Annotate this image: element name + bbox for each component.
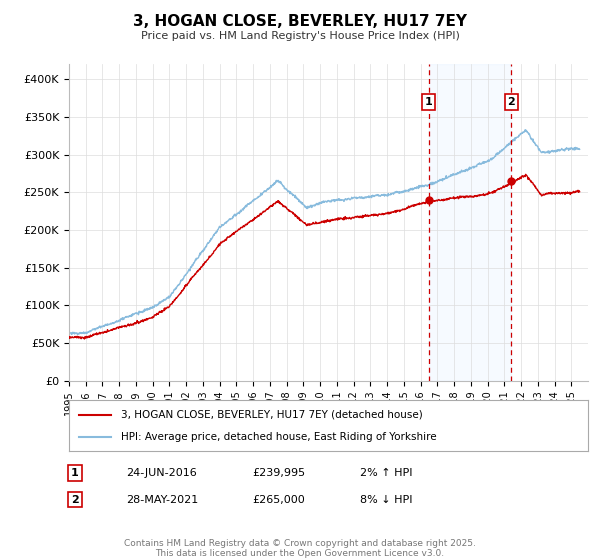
Text: 24-JUN-2016: 24-JUN-2016: [126, 468, 197, 478]
Text: 28-MAY-2021: 28-MAY-2021: [126, 494, 198, 505]
Bar: [428, 64, 511, 381]
Text: Price paid vs. HM Land Registry's House Price Index (HPI): Price paid vs. HM Land Registry's House …: [140, 31, 460, 41]
Text: HPI: Average price, detached house, East Riding of Yorkshire: HPI: Average price, detached house, East…: [121, 432, 437, 442]
Text: 1: 1: [71, 468, 79, 478]
Text: £239,995: £239,995: [252, 468, 305, 478]
Text: 3, HOGAN CLOSE, BEVERLEY, HU17 7EY (detached house): 3, HOGAN CLOSE, BEVERLEY, HU17 7EY (deta…: [121, 409, 422, 419]
Text: 2: 2: [71, 494, 79, 505]
Text: 8% ↓ HPI: 8% ↓ HPI: [360, 494, 413, 505]
Text: 3, HOGAN CLOSE, BEVERLEY, HU17 7EY: 3, HOGAN CLOSE, BEVERLEY, HU17 7EY: [133, 14, 467, 29]
Text: 1: 1: [425, 97, 433, 107]
Text: Contains HM Land Registry data © Crown copyright and database right 2025.
This d: Contains HM Land Registry data © Crown c…: [124, 539, 476, 558]
Text: £265,000: £265,000: [252, 494, 305, 505]
Text: 2: 2: [507, 97, 515, 107]
Text: 2% ↑ HPI: 2% ↑ HPI: [360, 468, 413, 478]
